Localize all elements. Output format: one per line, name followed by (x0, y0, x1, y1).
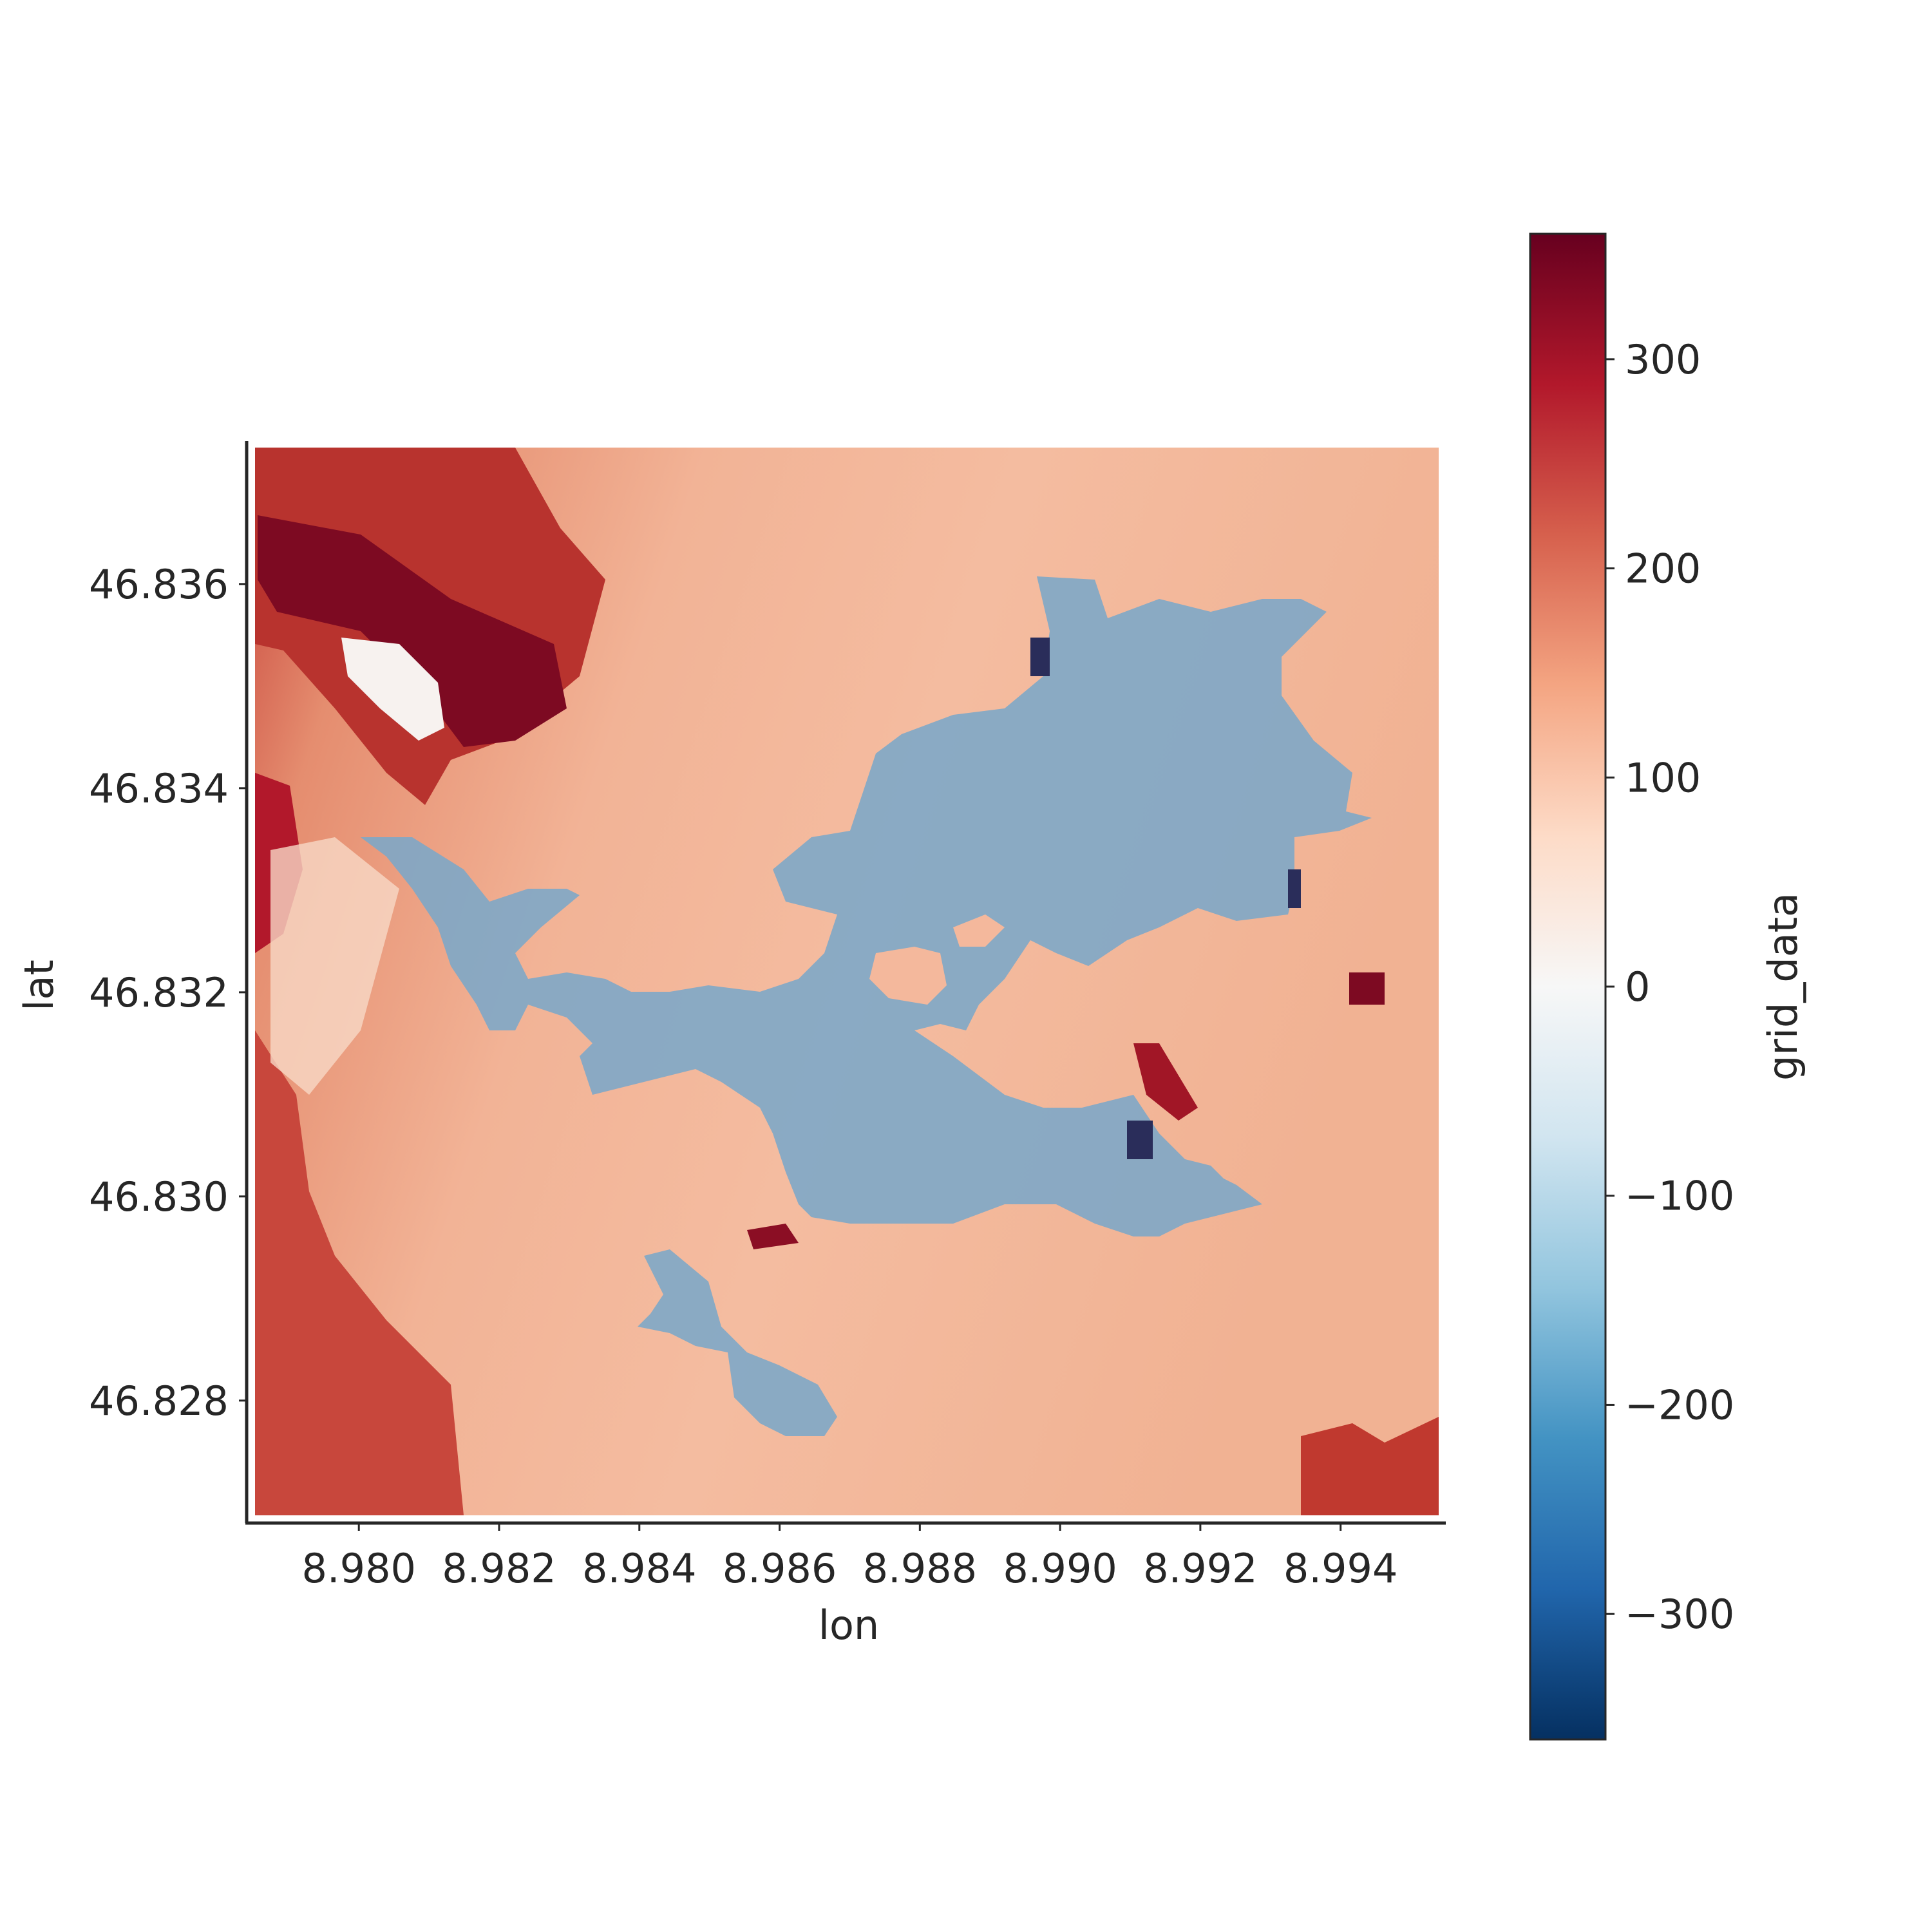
glacier-overlay-tongue (638, 1249, 837, 1436)
y-tick-label: 46.834 (89, 765, 229, 812)
colorbar-tick-label: 200 (1625, 545, 1701, 592)
colorbar-ticks: −300 −200 −100 0 100 200 300 (1605, 336, 1734, 1638)
heatmap-lower-spot (747, 1224, 799, 1249)
y-tick-label: 46.830 (89, 1173, 229, 1220)
glacier-nunatak (869, 947, 947, 1005)
x-tick-label: 8.992 (1143, 1545, 1258, 1592)
x-ticks: 8.980 8.982 8.984 8.986 8.988 8.990 8.992 8.994 (301, 1523, 1397, 1592)
x-tick-label: 8.994 (1283, 1545, 1398, 1592)
y-ticks: 46.828 46.830 46.832 46.834 46.836 (89, 561, 247, 1425)
glacier-nunatak (953, 914, 1005, 947)
colorbar: −300 −200 −100 0 100 200 300 grid_data (1529, 232, 1806, 1741)
colorbar-label: grid_data (1759, 893, 1806, 1081)
colorbar-tick-label: 300 (1625, 336, 1701, 383)
heatmap-lower-right-region (1301, 1417, 1439, 1515)
y-tick-label: 46.828 (89, 1378, 229, 1425)
heatmap-pale-band (270, 837, 399, 1095)
heatmap (255, 448, 1439, 1515)
heatmap-right-spot (1349, 972, 1385, 1005)
glacier-overlay-main (361, 576, 1372, 1236)
heatmap-white-patch (341, 638, 444, 741)
colorbar-tick-label: 0 (1625, 963, 1650, 1010)
heatmap-low-spot (1288, 869, 1301, 908)
x-tick-label: 8.990 (1003, 1545, 1117, 1592)
x-tick-label: 8.982 (442, 1545, 556, 1592)
y-tick-label: 46.836 (89, 561, 229, 608)
heatmap-low-spot (1127, 1121, 1153, 1159)
colorbar-tick-label: −200 (1625, 1381, 1734, 1428)
x-axis-label: lon (819, 1602, 879, 1649)
y-axis-label: lat (15, 960, 62, 1011)
colorbar-tick-label: −300 (1625, 1591, 1734, 1638)
colorbar-tick-label: 100 (1625, 754, 1701, 801)
heatmap-right-streak (1133, 1043, 1198, 1121)
y-tick-label: 46.832 (89, 969, 229, 1016)
heatmap-low-spot (1030, 638, 1050, 676)
heatmap-peak-region (258, 515, 567, 747)
heatmap-lower-left-region (255, 1030, 464, 1515)
x-tick-label: 8.986 (723, 1545, 837, 1592)
x-tick-label: 8.988 (863, 1545, 978, 1592)
x-tick-label: 8.980 (301, 1545, 416, 1592)
x-tick-label: 8.984 (582, 1545, 697, 1592)
colorbar-gradient (1529, 232, 1607, 1741)
colorbar-tick-label: −100 (1625, 1173, 1734, 1220)
